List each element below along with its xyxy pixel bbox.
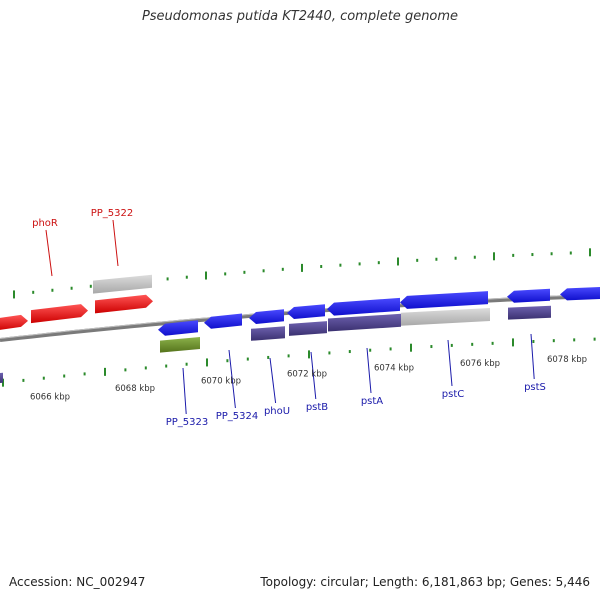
gene-label[interactable]: pstB — [306, 402, 328, 413]
cds-pstS[interactable] — [508, 305, 551, 320]
label-leader — [310, 351, 317, 400]
accession-label: Accession: NC_002947 — [9, 575, 146, 589]
gene-label[interactable]: pstC — [442, 389, 464, 400]
scale-label: 6066 kbp — [30, 393, 70, 403]
scale-label: 6076 kbp — [460, 359, 500, 369]
label-leader — [366, 347, 372, 394]
scale-label: 6074 kbp — [374, 364, 414, 374]
cds-pstB[interactable] — [289, 321, 327, 336]
gene-label[interactable]: pstA — [361, 396, 383, 407]
gene-PP_5322-feature[interactable] — [93, 274, 152, 294]
cds-phoU[interactable] — [251, 326, 285, 341]
scale-label: 6072 kbp — [287, 370, 327, 380]
gene-reverse-PP_5324[interactable] — [204, 313, 242, 329]
cds-pstA[interactable] — [328, 313, 401, 332]
map-title: Pseudomonas putida KT2440, complete geno… — [141, 9, 459, 24]
feature-green[interactable] — [160, 337, 200, 353]
scale-label: 6078 kbp — [547, 355, 587, 365]
gene-label[interactable]: phoR — [32, 218, 58, 229]
gene-reverse-phoU[interactable] — [249, 309, 284, 324]
label-leaders — [45, 219, 535, 415]
scale-label: 6068 kbp — [115, 384, 155, 394]
label-leader — [447, 339, 453, 387]
gene-label[interactable]: PP_5322 — [91, 208, 134, 219]
tick-track-forward — [13, 248, 591, 299]
gene-forward-PP_5322[interactable] — [95, 294, 153, 314]
gene-label[interactable]: pstS — [524, 382, 546, 393]
gene-forward-phoR[interactable] — [31, 304, 88, 324]
gene-reverse-pstA[interactable] — [327, 297, 400, 316]
gene-reverse-PP_5323[interactable] — [158, 320, 198, 336]
label-leader — [45, 229, 53, 277]
label-layer: 6066 kbp 6068 kbp 6070 kbp 6072 kbp 6074 kbp… — [30, 208, 587, 428]
cds-pstC[interactable] — [401, 308, 490, 326]
gene-forward[interactable] — [0, 314, 28, 331]
gene-reverse[interactable] — [560, 287, 600, 301]
scale-label: 6070 kbp — [201, 376, 241, 386]
gene-label[interactable]: PP_5323 — [166, 417, 209, 428]
gene-reverse-pstB[interactable] — [287, 304, 325, 319]
label-leader — [530, 333, 535, 380]
cds-edge[interactable] — [0, 372, 3, 384]
tick-track-reverse — [2, 337, 596, 387]
gene-reverse-pstC[interactable] — [400, 291, 488, 309]
gene-label[interactable]: phoU — [264, 406, 290, 417]
label-leader — [112, 219, 119, 267]
gene-label[interactable]: PP_5324 — [216, 411, 259, 422]
feature-track — [0, 274, 600, 384]
label-leader — [182, 367, 187, 415]
label-leader — [228, 349, 236, 409]
label-leader — [269, 357, 277, 404]
gene-reverse-pstS[interactable] — [507, 288, 550, 303]
genome-summary: Topology: circular; Length: 6,181,863 bp… — [260, 575, 590, 589]
